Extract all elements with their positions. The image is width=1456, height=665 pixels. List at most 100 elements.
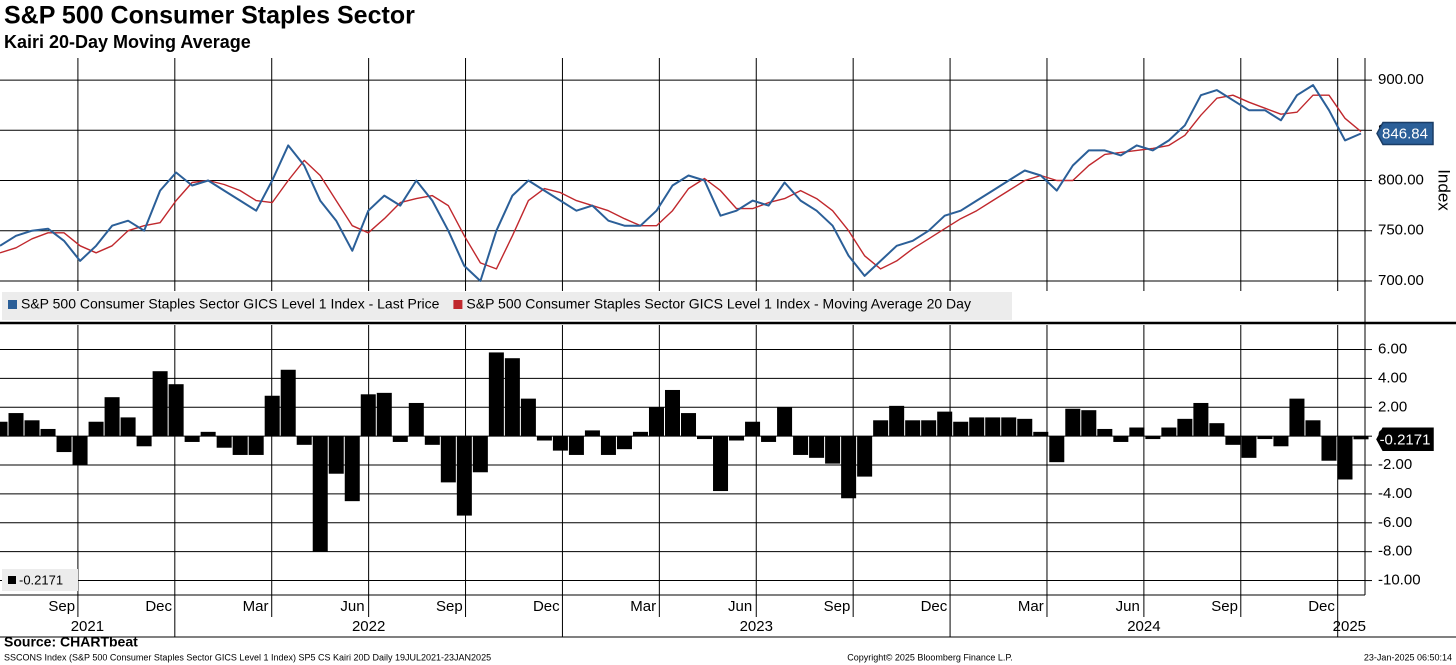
bar — [793, 436, 809, 455]
bar — [120, 417, 136, 437]
bar — [40, 428, 56, 437]
bar — [1097, 428, 1113, 437]
bar — [72, 436, 88, 466]
bar — [1177, 418, 1193, 437]
bar — [1113, 436, 1129, 442]
y-tick-label: 900.00 — [1378, 71, 1424, 88]
bar — [56, 436, 72, 453]
bar — [472, 436, 488, 473]
legend-box — [2, 569, 78, 591]
bar — [1033, 431, 1049, 437]
bar — [328, 436, 344, 474]
bar — [1193, 402, 1209, 437]
bar — [1209, 423, 1225, 437]
last-value-box — [1376, 427, 1434, 452]
x-tick-label: Sep — [436, 598, 463, 615]
x-tick-label: Jun — [340, 598, 364, 615]
footer-right: 23-Jan-2025 06:50:14 — [1364, 652, 1452, 662]
bar — [1081, 410, 1097, 437]
chart-title: S&P 500 Consumer Staples Sector — [4, 2, 415, 30]
last-value-box — [1376, 121, 1434, 146]
bar — [648, 407, 664, 437]
bar — [873, 420, 889, 437]
x-year-label: 2024 — [1127, 618, 1160, 635]
bar — [168, 384, 184, 437]
bar — [1017, 418, 1033, 437]
bar — [184, 436, 200, 442]
x-tick-label: Sep — [48, 598, 75, 615]
bar — [344, 436, 360, 502]
bar — [1225, 436, 1241, 445]
y-tick-label: 700.00 — [1378, 272, 1424, 289]
bar — [520, 398, 536, 437]
bar — [0, 421, 8, 437]
bar — [552, 436, 568, 451]
bar — [1049, 436, 1065, 463]
x-tick-label: Dec — [1308, 598, 1335, 615]
bar — [312, 436, 328, 552]
bar — [825, 436, 841, 464]
bar — [1241, 436, 1257, 458]
bar — [937, 411, 953, 437]
x-tick-label: Mar — [243, 598, 269, 615]
bar — [809, 436, 825, 458]
bar — [1353, 436, 1369, 440]
bar — [136, 436, 152, 447]
y-tick-label: -6.00 — [1378, 514, 1412, 531]
series-line — [0, 94, 1362, 270]
footer-left: SSCONS Index (S&P 500 Consumer Staples S… — [4, 652, 491, 662]
bar — [953, 421, 969, 437]
legend-label: S&P 500 Consumer Staples Sector GICS Lev… — [21, 296, 440, 312]
source: Source: CHARTbeat — [4, 634, 138, 650]
bar — [1257, 436, 1273, 440]
bar — [1337, 436, 1353, 480]
bar — [248, 436, 264, 455]
x-tick-label: Jun — [1116, 598, 1140, 615]
x-tick-label: Mar — [630, 598, 656, 615]
x-tick-label: Sep — [1211, 598, 1238, 615]
bar — [777, 407, 793, 437]
bar — [1129, 427, 1145, 437]
bar — [376, 392, 392, 437]
bar — [504, 358, 520, 437]
bar — [152, 371, 168, 437]
bar — [713, 436, 729, 492]
x-tick-label: Dec — [921, 598, 948, 615]
x-year-label: 2022 — [352, 618, 385, 635]
bar — [1161, 427, 1177, 437]
footer-center: Copyright© 2025 Bloomberg Finance L.P. — [847, 652, 1013, 662]
bar — [216, 436, 232, 448]
bar — [392, 436, 408, 442]
bar — [536, 436, 552, 441]
bar — [969, 417, 985, 437]
bar — [568, 436, 584, 455]
bar — [488, 352, 504, 437]
bar — [360, 394, 376, 437]
x-tick-label: Jun — [728, 598, 752, 615]
bar — [88, 421, 104, 437]
bar — [729, 436, 745, 441]
bar — [584, 430, 600, 437]
bar — [1321, 436, 1337, 461]
y-tick-label: 800.00 — [1378, 171, 1424, 188]
y-tick-label: -8.00 — [1378, 543, 1412, 560]
x-year-label: 2025 — [1333, 618, 1366, 635]
bar — [841, 436, 857, 499]
legend-box — [2, 292, 1012, 320]
x-year-label: 2021 — [71, 618, 104, 635]
bar — [905, 420, 921, 437]
bar — [664, 389, 680, 437]
last-value-label: -0.2171 — [1380, 431, 1431, 448]
bar — [232, 436, 248, 455]
bar — [280, 369, 296, 437]
bar — [921, 420, 937, 437]
y-tick-label: 2.00 — [1378, 398, 1407, 415]
legend-swatch — [8, 576, 16, 584]
y-tick-label: 4.00 — [1378, 369, 1407, 386]
y-tick-label: -10.00 — [1378, 572, 1421, 589]
bar — [1065, 408, 1081, 437]
x-tick-label: Sep — [824, 598, 851, 615]
bar — [8, 413, 24, 437]
bar — [1273, 436, 1289, 447]
